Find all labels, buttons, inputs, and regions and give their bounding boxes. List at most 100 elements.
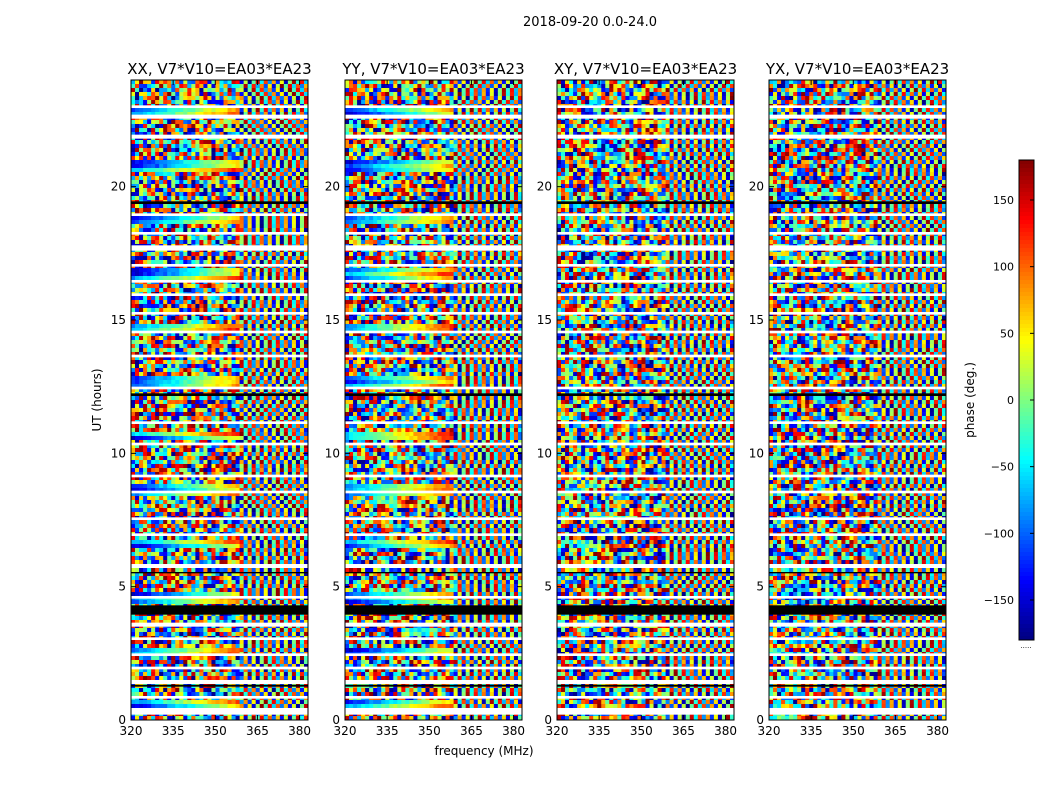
heatmap-cell [267, 92, 273, 97]
heatmap-cell [279, 144, 285, 149]
heatmap-cell [171, 456, 176, 461]
heatmap-cell [291, 160, 297, 165]
heatmap-cell [235, 428, 241, 433]
heatmap-cell [267, 408, 273, 413]
heatmap-cell [223, 296, 228, 301]
heatmap-cell [203, 308, 208, 313]
heatmap-cell [211, 528, 216, 533]
heatmap-cell [211, 468, 216, 473]
heatmap-cell [175, 500, 180, 505]
heatmap-cell [175, 372, 180, 377]
heatmap-cell [255, 140, 261, 145]
heatmap-cell [143, 348, 148, 353]
heatmap-cell [219, 260, 224, 265]
heatmap-cell [223, 436, 228, 441]
heatmap-cell [199, 144, 204, 149]
heatmap-cell [231, 344, 236, 349]
heatmap-cell [155, 192, 160, 197]
heatmap-cell [151, 360, 156, 365]
heatmap-cell [207, 476, 212, 481]
heatmap-cell [183, 344, 188, 349]
heatmap-cell [171, 352, 176, 357]
heatmap-cell [271, 488, 277, 493]
heatmap-cell [219, 176, 224, 181]
heatmap-cell [231, 224, 236, 229]
heatmap-cell [279, 272, 285, 277]
heatmap-cell [163, 460, 168, 465]
heatmap-cell [275, 300, 281, 305]
heatmap-cell [299, 520, 305, 525]
heatmap-cell [147, 236, 152, 241]
heatmap-cell [155, 284, 160, 289]
heatmap-cell [263, 512, 269, 517]
heatmap-cell [159, 132, 164, 137]
heatmap-cell [219, 496, 224, 501]
heatmap-cell [211, 316, 216, 321]
heatmap-cell [175, 224, 180, 229]
heatmap-cell [151, 112, 156, 117]
heatmap-cell [131, 156, 136, 161]
heatmap-cell [283, 176, 289, 181]
heatmap-cell [215, 504, 220, 509]
heatmap-cell [295, 524, 301, 529]
heatmap-cell [243, 96, 249, 101]
heatmap-cell [187, 176, 192, 181]
heatmap-cell [215, 196, 220, 201]
heatmap-cell [259, 316, 265, 321]
heatmap-cell [147, 508, 152, 513]
heatmap-cell [163, 252, 168, 257]
heatmap-cell [227, 424, 232, 429]
heatmap-cell [167, 228, 172, 233]
heatmap-cell [223, 308, 228, 313]
heatmap-cell [271, 324, 277, 329]
heatmap-cell [283, 276, 289, 281]
heatmap-cell [239, 524, 245, 529]
heatmap-cell [263, 380, 269, 385]
heatmap-cell [191, 472, 196, 477]
heatmap-cell [227, 528, 232, 533]
heatmap-cell [183, 512, 188, 517]
heatmap-cell [199, 256, 204, 261]
heatmap-cell [219, 412, 224, 417]
heatmap-cell [163, 172, 168, 177]
heatmap-cell [215, 316, 220, 321]
heatmap-cell [151, 120, 156, 125]
heatmap-cell [223, 328, 228, 333]
heatmap-cell [135, 204, 140, 209]
heatmap-cell [295, 100, 301, 105]
heatmap-cell [175, 112, 180, 117]
heatmap-cell [139, 92, 144, 97]
heatmap-cell [207, 256, 212, 261]
heatmap-cell [131, 384, 136, 389]
heatmap-cell [243, 488, 249, 493]
heatmap-cell [167, 220, 172, 225]
heatmap-cell [287, 96, 293, 101]
heatmap-cell [219, 520, 224, 525]
heatmap-cell [167, 304, 172, 309]
heatmap-cell [227, 440, 232, 445]
heatmap-cell [223, 144, 228, 149]
heatmap-cell [283, 84, 289, 89]
heatmap-cell [255, 452, 261, 457]
heatmap-cell [183, 472, 188, 477]
heatmap-cell [211, 84, 216, 89]
heatmap-cell [223, 416, 228, 421]
heatmap-cell [171, 364, 176, 369]
heatmap-cell [279, 168, 285, 173]
heatmap-cell [195, 416, 200, 421]
heatmap-cell [235, 444, 241, 449]
heatmap-cell [255, 152, 261, 157]
heatmap-cell [255, 344, 261, 349]
heatmap-cell [135, 376, 140, 381]
heatmap-cell [235, 356, 241, 361]
heatmap-cell [215, 520, 220, 525]
heatmap-cell [291, 180, 297, 185]
heatmap-cell [167, 332, 172, 337]
heatmap-cell [287, 88, 293, 93]
heatmap-cell [227, 496, 232, 501]
heatmap-cell [291, 428, 297, 433]
heatmap-cell [159, 100, 164, 105]
heatmap-cell [267, 144, 273, 149]
heatmap-cell [303, 152, 308, 157]
heatmap-cell [283, 240, 289, 245]
